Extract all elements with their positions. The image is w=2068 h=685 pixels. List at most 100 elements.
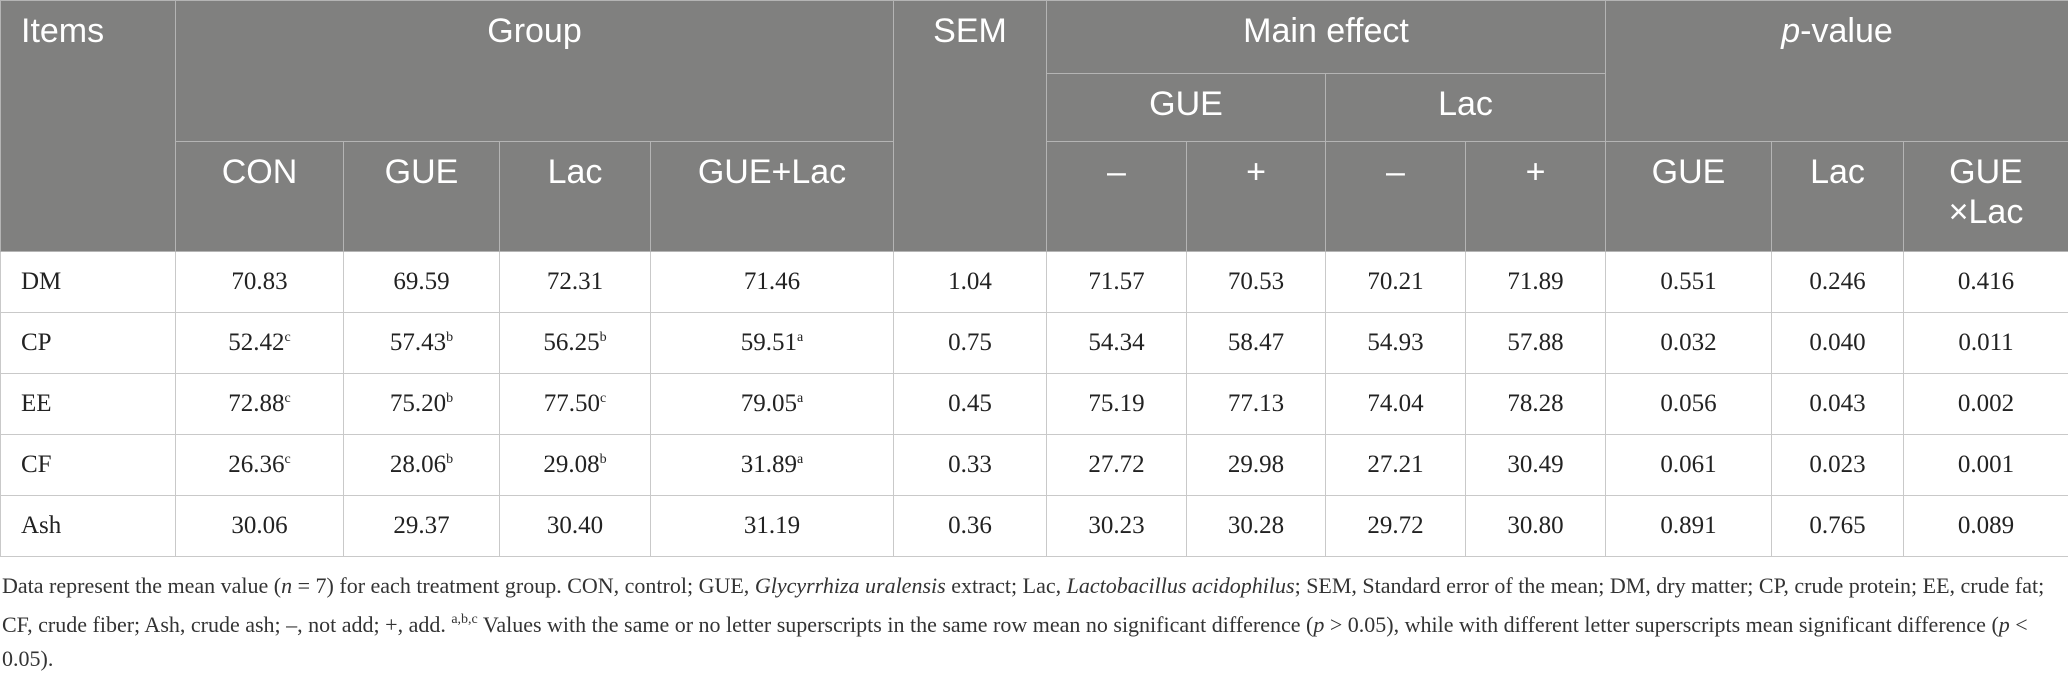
item-cell: EE (0, 373, 176, 435)
value-cell: 28.06b (343, 434, 500, 496)
value-cell: 58.47 (1186, 312, 1326, 374)
header-cell: + (1186, 141, 1326, 252)
value-cell: 77.13 (1186, 373, 1326, 435)
value-text: 75.20 (389, 390, 447, 417)
superscript: a (797, 391, 804, 406)
value-cell: 29.37 (343, 495, 500, 557)
header-cell: GUE ×Lac (1903, 141, 2068, 252)
footnote-text: Values with the same or no letter supers… (477, 612, 1314, 637)
value-cell: 31.19 (650, 495, 894, 557)
value-text: 72.88 (228, 390, 285, 417)
header-cell: SEM (893, 0, 1047, 252)
header-cell: Lac (1325, 73, 1606, 142)
value-cell: 72.31 (499, 251, 651, 313)
value-cell: 0.551 (1605, 251, 1772, 313)
superscript: b (599, 330, 607, 345)
superscript: b (446, 330, 454, 345)
value-cell: 59.51a (650, 312, 894, 374)
value-cell: 57.43b (343, 312, 500, 374)
value-cell: 30.40 (499, 495, 651, 557)
value-text: 31.89 (740, 451, 798, 478)
value-cell: 0.36 (893, 495, 1047, 557)
value-cell: 29.98 (1186, 434, 1326, 496)
value-cell: 70.53 (1186, 251, 1326, 313)
value-cell: 0.089 (1903, 495, 2068, 557)
footnote-text: n (281, 573, 293, 598)
superscript: c (284, 391, 291, 406)
table-row: Ash 30.06 29.37 30.40 31.19 0.36 30.23 30.28 29.… (0, 495, 2068, 557)
header-cell: GUE (1605, 141, 1772, 252)
value-cell: 72.88c (175, 373, 344, 435)
table-row: CF 26.36c 28.06b 29.08b 31.89a 0.33 27.72 29.98… (0, 434, 2068, 496)
value-cell: 0.246 (1771, 251, 1904, 313)
value-cell: 71.89 (1465, 251, 1606, 313)
value-cell: 30.06 (175, 495, 344, 557)
value-text: 57.43 (389, 329, 447, 356)
value-cell: 27.72 (1046, 434, 1187, 496)
value-cell: 71.57 (1046, 251, 1187, 313)
value-cell: 0.002 (1903, 373, 2068, 435)
value-text: 29.08 (543, 451, 600, 478)
header-cell: Main effect (1046, 0, 1606, 74)
header-cell: – (1325, 141, 1466, 252)
item-cell: Ash (0, 495, 176, 557)
value-text: 52.42 (228, 329, 285, 356)
value-cell: 79.05a (650, 373, 894, 435)
superscript: c (284, 330, 291, 345)
value-cell: 1.04 (893, 251, 1047, 313)
header-cell: Lac (499, 141, 651, 252)
value-cell: 0.765 (1771, 495, 1904, 557)
header-text: p (1781, 12, 1801, 50)
value-cell: 29.08b (499, 434, 651, 496)
value-text: 26.36 (228, 451, 285, 478)
value-cell: 0.416 (1903, 251, 2068, 313)
footnote-text: = 7) for each treatment group. CON, cont… (292, 573, 755, 598)
header-cell: CON (175, 141, 344, 252)
footnote-text: p (1998, 612, 2010, 637)
table-body: DM 70.83 69.59 72.31 71.46 1.04 71.57 70.53 70.2… (0, 251, 2068, 557)
table-row: EE 72.88c 75.20b 77.50c 79.05a 0.45 75.19 77.13… (0, 373, 2068, 435)
superscript: b (446, 452, 454, 467)
superscript: a (797, 330, 804, 345)
value-cell: 29.72 (1325, 495, 1466, 557)
value-cell: 71.46 (650, 251, 894, 313)
header-cell: GUE (1046, 73, 1326, 142)
footnote-text: < 0.05). (2, 612, 2028, 671)
value-cell: 30.80 (1465, 495, 1606, 557)
header-cell: p-value (1605, 0, 2068, 142)
value-cell: 0.33 (893, 434, 1047, 496)
value-cell: 30.49 (1465, 434, 1606, 496)
superscript: c (284, 452, 291, 467)
value-cell: 0.040 (1771, 312, 1904, 374)
value-cell: 31.89a (650, 434, 894, 496)
value-cell: 27.21 (1325, 434, 1466, 496)
value-cell: 0.75 (893, 312, 1047, 374)
footnote: Data represent the mean value (n = 7) fo… (2, 569, 2062, 676)
value-text: 79.05 (740, 390, 798, 417)
value-cell: 75.19 (1046, 373, 1187, 435)
value-cell: 30.23 (1046, 495, 1187, 557)
value-cell: 26.36c (175, 434, 344, 496)
superscript: c (600, 391, 607, 406)
superscript: a (797, 452, 804, 467)
header-cell: – (1046, 141, 1187, 252)
value-cell: 0.032 (1605, 312, 1772, 374)
header-cell: Lac (1771, 141, 1904, 252)
header-text: -value (1800, 12, 1893, 50)
value-cell: 70.21 (1325, 251, 1466, 313)
footnote-text: > 0.05), while with different letter sup… (1324, 612, 1999, 637)
value-cell: 57.88 (1465, 312, 1606, 374)
value-text: 77.50 (543, 390, 601, 417)
header-cell: GUE (343, 141, 500, 252)
value-cell: 0.001 (1903, 434, 2068, 496)
header-cell: Items (0, 0, 176, 252)
value-cell: 74.04 (1325, 373, 1466, 435)
value-cell: 75.20b (343, 373, 500, 435)
value-cell: 0.011 (1903, 312, 2068, 374)
value-text: 59.51 (740, 329, 798, 356)
footnote-text: Glycyrrhiza uralensis (754, 573, 946, 598)
table-header: Items Group SEM Main effect p-value GUE … (0, 0, 2068, 252)
footnote-text: ; SEM, Standard error of the mean; DM, d… (2, 573, 2045, 637)
footnote-text: Data represent the mean value ( (2, 573, 282, 598)
